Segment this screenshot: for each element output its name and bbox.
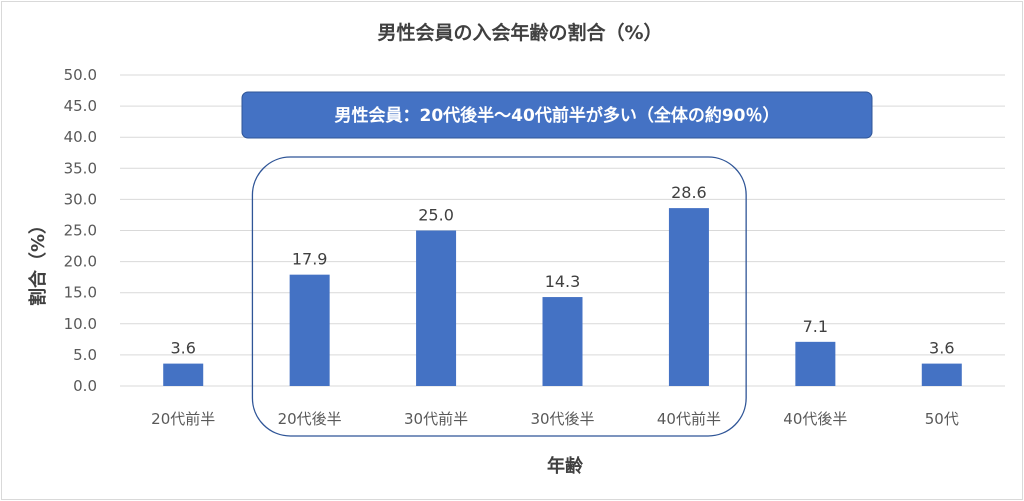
data-label: 28.6 — [671, 183, 707, 202]
data-label: 17.9 — [292, 250, 328, 269]
y-tick-label: 5.0 — [73, 346, 97, 364]
bar — [542, 297, 583, 386]
data-labels: 3.6 17.9 25.0 14.3 28.6 7.1 3.6 — [170, 183, 954, 358]
y-tick-label: 45.0 — [64, 97, 97, 115]
y-tick-label: 50.0 — [64, 66, 97, 84]
bar — [921, 363, 962, 386]
y-tick-label: 30.0 — [64, 190, 97, 208]
bar — [668, 208, 709, 386]
y-tick-label: 35.0 — [64, 159, 97, 177]
x-tick-label: 30代後半 — [530, 410, 594, 428]
x-tick-label: 40代前半 — [657, 410, 721, 428]
x-tick-label: 40代後半 — [783, 410, 847, 428]
x-tick-label: 50代 — [925, 410, 959, 428]
y-axis-ticks: 0.0 5.0 10.0 15.0 20.0 25.0 30.0 35.0 40.0 45.0 50… — [64, 66, 97, 395]
x-axis-title: 年齢 — [547, 455, 584, 477]
y-axis-title: 割合（%） — [27, 216, 49, 306]
y-tick-label: 40.0 — [64, 128, 97, 146]
callout-box — [241, 91, 873, 139]
x-tick-label: 20代前半 — [151, 410, 215, 428]
y-tick-label: 20.0 — [64, 253, 97, 271]
callout-text: 男性会員：20代後半～40代前半が多い（全体の約90％） — [335, 105, 780, 126]
data-label: 7.1 — [803, 317, 828, 336]
highlight-box — [251, 156, 747, 437]
data-label: 14.3 — [545, 272, 581, 291]
y-tick-label: 15.0 — [64, 284, 97, 302]
bar — [795, 341, 836, 386]
callout-banner: 男性会員：20代後半～40代前半が多い（全体の約90％） — [241, 91, 873, 139]
y-tick-label: 0.0 — [73, 377, 97, 395]
bars — [163, 208, 962, 386]
x-axis-categories: 20代前半 20代後半 30代前半 30代後半 40代前半 40代後半 50代 — [151, 410, 959, 428]
bar — [163, 363, 204, 386]
y-tick-label: 25.0 — [64, 222, 97, 240]
x-tick-label: 20代後半 — [278, 410, 342, 428]
data-label: 3.6 — [170, 339, 195, 358]
bar — [416, 230, 457, 386]
x-tick-label: 30代前半 — [404, 410, 468, 428]
chart-title: 男性会員の入会年齢の割合（%） — [377, 21, 662, 44]
data-label: 3.6 — [929, 339, 954, 358]
bar — [289, 274, 330, 386]
data-label: 25.0 — [418, 206, 454, 225]
y-tick-label: 10.0 — [64, 315, 97, 333]
